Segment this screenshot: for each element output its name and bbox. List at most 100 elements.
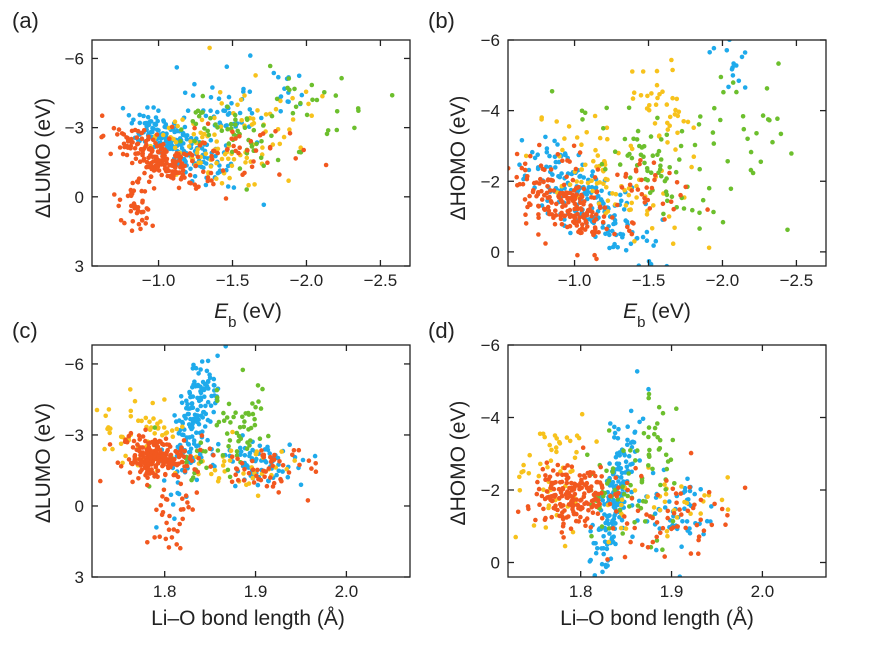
point-yellow xyxy=(664,102,670,107)
point-orange xyxy=(136,151,141,156)
point-blue xyxy=(532,155,538,161)
point-orange xyxy=(538,176,543,182)
point-orange xyxy=(705,207,710,212)
point-orange xyxy=(161,487,167,493)
point-orange xyxy=(117,197,123,203)
point-yellow xyxy=(672,225,677,231)
point-yellow xyxy=(605,198,611,203)
point-yellow xyxy=(601,181,606,186)
point-orange xyxy=(519,165,525,171)
point-orange xyxy=(140,445,146,450)
point-orange xyxy=(143,438,148,444)
point-blue xyxy=(188,166,193,172)
point-orange xyxy=(166,545,172,550)
point-green xyxy=(258,406,264,411)
point-yellow xyxy=(118,441,124,447)
point-orange xyxy=(150,137,156,143)
point-yellow xyxy=(217,90,223,95)
point-blue xyxy=(156,108,161,113)
point-orange xyxy=(541,506,546,512)
point-yellow xyxy=(702,493,707,498)
point-green xyxy=(275,157,281,163)
point-orange xyxy=(121,141,127,147)
point-yellow xyxy=(665,533,670,539)
point-green xyxy=(785,227,790,233)
point-blue xyxy=(685,476,690,482)
point-blue xyxy=(287,442,293,448)
point-green xyxy=(260,386,265,392)
point-green xyxy=(660,410,666,416)
point-blue xyxy=(208,137,214,143)
point-orange xyxy=(188,180,193,186)
point-orange xyxy=(582,501,587,507)
point-orange xyxy=(152,474,157,479)
point-yellow xyxy=(226,156,231,162)
point-blue xyxy=(588,557,593,563)
point-blue xyxy=(192,174,198,179)
point-orange xyxy=(156,168,162,173)
point-yellow xyxy=(653,102,659,107)
point-orange xyxy=(709,522,715,528)
point-yellow xyxy=(252,182,257,187)
point-orange xyxy=(535,479,540,485)
point-blue xyxy=(215,353,220,359)
point-green xyxy=(670,437,676,443)
point-orange xyxy=(665,515,670,521)
point-green xyxy=(622,136,628,142)
point-orange xyxy=(142,170,147,176)
point-green xyxy=(269,133,274,139)
point-orange xyxy=(616,485,621,490)
point-yellow xyxy=(652,121,658,126)
point-green xyxy=(215,448,221,453)
point-yellow xyxy=(594,439,599,444)
point-orange xyxy=(267,144,273,150)
point-orange xyxy=(148,162,154,167)
point-orange xyxy=(205,175,211,180)
point-orange xyxy=(567,485,572,491)
point-orange xyxy=(572,196,578,202)
panel-b: (b) ΔHOMO (eV) Eb (eV) −1.0 −1.5 −2.0 −2.5 −… xyxy=(428,8,827,331)
point-orange xyxy=(137,437,142,442)
point-orange xyxy=(574,192,579,197)
point-yellow xyxy=(107,430,112,436)
point-yellow xyxy=(567,438,573,444)
point-orange xyxy=(555,462,561,468)
point-orange xyxy=(164,442,170,447)
point-yellow xyxy=(619,497,625,503)
point-green xyxy=(658,157,664,162)
point-blue xyxy=(619,198,624,204)
point-orange xyxy=(220,168,226,173)
point-orange xyxy=(135,180,141,185)
point-blue xyxy=(185,108,191,113)
point-green xyxy=(235,128,240,134)
point-green xyxy=(196,113,202,119)
point-blue xyxy=(601,201,606,206)
point-orange xyxy=(562,508,567,513)
point-orange xyxy=(712,501,717,507)
point-orange xyxy=(572,206,577,212)
y-tick-label: 3 xyxy=(75,257,84,276)
point-orange xyxy=(650,539,656,545)
x-tick-label: −2.5 xyxy=(780,271,814,290)
point-orange xyxy=(639,473,644,479)
point-blue xyxy=(726,84,731,90)
point-yellow xyxy=(160,433,165,438)
point-yellow xyxy=(629,200,634,206)
point-blue xyxy=(634,369,640,374)
point-orange xyxy=(167,136,172,141)
point-orange xyxy=(159,161,164,167)
point-green xyxy=(658,482,663,488)
point-orange xyxy=(577,150,583,155)
point-orange xyxy=(589,504,595,510)
point-yellow xyxy=(102,446,107,452)
point-yellow xyxy=(171,136,176,142)
point-green xyxy=(667,165,672,170)
point-green xyxy=(635,128,641,134)
point-orange xyxy=(560,514,565,520)
point-orange xyxy=(560,487,566,492)
point-orange xyxy=(674,180,680,185)
point-orange xyxy=(543,241,548,246)
point-orange xyxy=(582,199,587,204)
point-orange xyxy=(696,551,701,556)
point-orange xyxy=(111,125,117,131)
